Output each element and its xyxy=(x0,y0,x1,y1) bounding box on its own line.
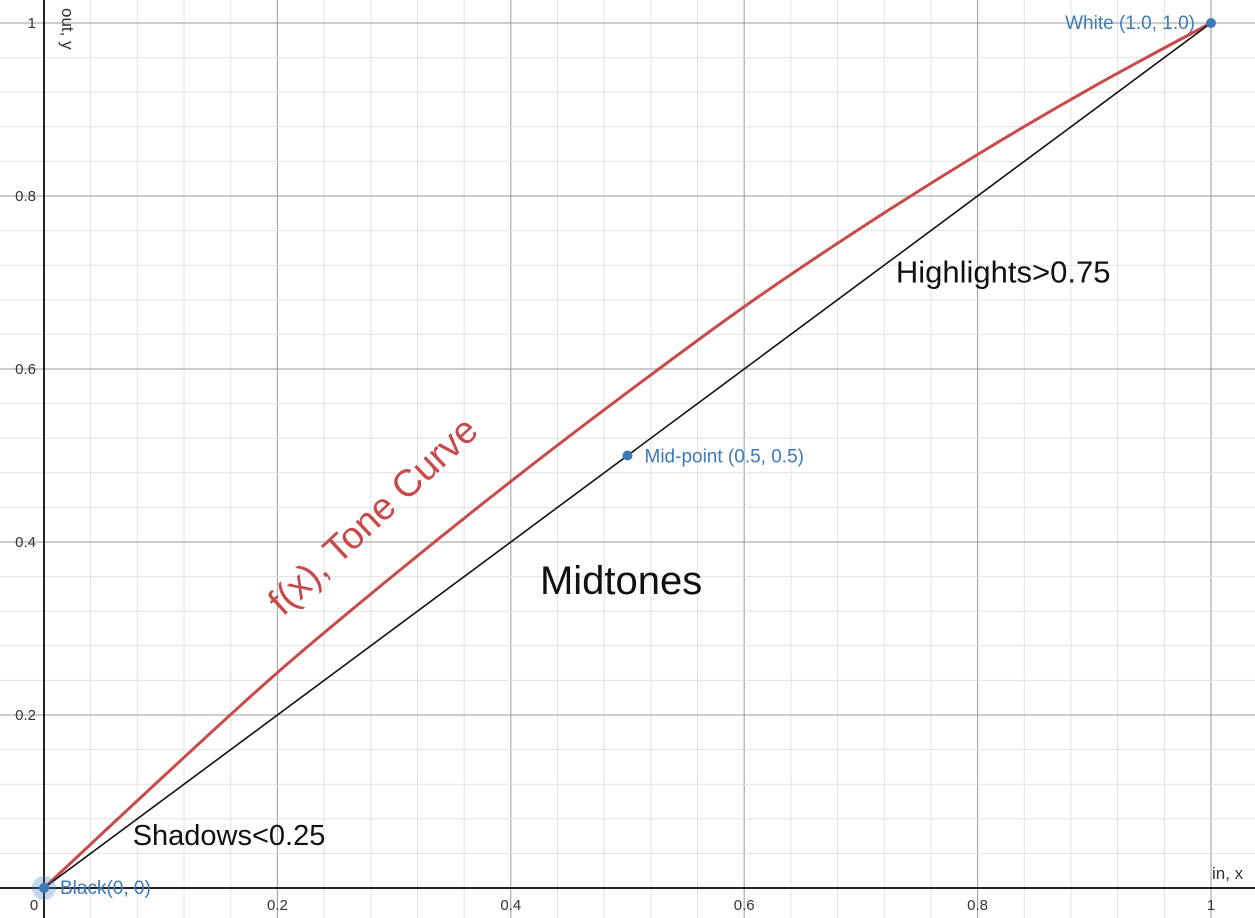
mid-point xyxy=(622,450,633,461)
x-tick-label: 1 xyxy=(1207,897,1215,914)
black-point xyxy=(39,883,49,893)
tick-labels: 0 0.2 0.4 0.6 0.8 1 0.2 0.4 0.6 0.8 1 xyxy=(15,15,1215,914)
x-tick-label: 0 xyxy=(30,897,38,914)
y-tick-label: 0.8 xyxy=(15,188,36,205)
y-tick-label: 0.6 xyxy=(15,361,36,378)
y-tick-label: 0.4 xyxy=(15,534,36,551)
y-tick-label: 0.2 xyxy=(15,707,36,724)
point-label: Mid-point (0.5, 0.5) xyxy=(645,447,804,468)
y-axis-label: out, y xyxy=(58,8,77,50)
point-label: White (1.0, 1.0) xyxy=(1065,13,1195,34)
point-label: Black(0, 0) xyxy=(60,878,151,899)
x-tick-label: 0.2 xyxy=(267,897,288,914)
x-tick-label: 0.8 xyxy=(967,897,988,914)
region-label: Highlights>0.75 xyxy=(896,255,1111,290)
y-tick-label: 1 xyxy=(28,15,36,32)
white-point xyxy=(1206,18,1216,28)
region-label: Shadows<0.25 xyxy=(133,820,326,852)
x-axis-label: in, x xyxy=(1212,864,1244,883)
tone-curve-line xyxy=(42,21,1213,890)
x-tick-label: 0.6 xyxy=(734,897,755,914)
x-tick-label: 0.4 xyxy=(500,897,521,914)
points-layer: Black(0, 0) Mid-point (0.5, 0.5) White (1.… xyxy=(32,13,1216,900)
region-label: Midtones xyxy=(540,559,702,603)
annotation-layer: Shadows<0.25 Midtones Highlights>0.75 xyxy=(133,255,1111,852)
